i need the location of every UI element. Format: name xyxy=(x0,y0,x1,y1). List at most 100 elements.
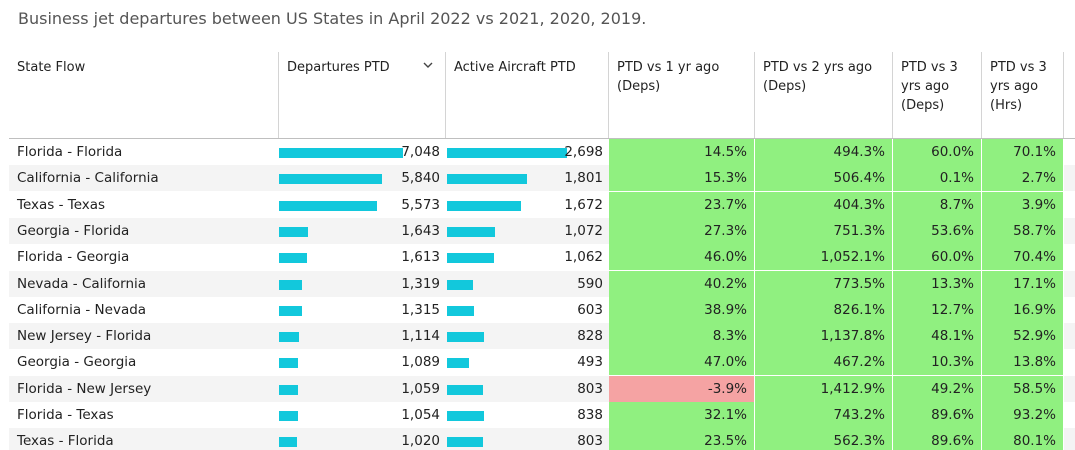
departures-bar xyxy=(279,384,298,395)
active-aircraft-cell: 838 xyxy=(446,402,609,428)
table-row[interactable]: California - Nevada 1,315 603 38.9% 826.1% 12… xyxy=(9,296,1075,323)
departures-value: 7,048 xyxy=(401,144,440,160)
ptd-vs-3yrs-hrs-cell: 80.1% xyxy=(982,428,1064,450)
departures-bar xyxy=(279,226,308,237)
departures-value: 1,089 xyxy=(401,354,440,371)
active-aircraft-cell: 803 xyxy=(446,428,609,450)
header-ptd-vs-1yr[interactable]: PTD vs 1 yr ago (Deps) xyxy=(609,52,755,138)
departures-value: 5,840 xyxy=(401,170,440,187)
active-aircraft-cell: 1,672 xyxy=(446,192,609,218)
ptd-vs-3yrs-deps-cell: 60.0% xyxy=(893,244,982,271)
active-aircraft-value: 838 xyxy=(577,407,603,423)
ptd-vs-3yrs-hrs-cell: 93.2% xyxy=(982,402,1064,428)
active-aircraft-cell: 803 xyxy=(446,376,609,402)
departures-value: 1,054 xyxy=(401,407,440,423)
ptd-vs-1yr-cell: 8.3% xyxy=(609,323,755,350)
table-row[interactable]: Georgia - Florida 1,643 1,072 27.3% 751.3% 53… xyxy=(9,217,1075,244)
ptd-vs-1yr-cell: 38.9% xyxy=(609,296,755,323)
header-departures-label: Departures PTD xyxy=(287,60,390,75)
table-row[interactable]: Nevada - California 1,319 590 40.2% 773.5% 13… xyxy=(9,270,1075,297)
active-aircraft-cell: 828 xyxy=(446,323,609,349)
ptd-vs-3yrs-hrs-cell: 17.1% xyxy=(982,270,1064,297)
table-row[interactable]: Texas - Florida 1,020 803 23.5% 562.3% 89.6% 8… xyxy=(9,428,1075,450)
ptd-vs-2yrs-cell: 562.3% xyxy=(755,428,893,450)
departures-bar xyxy=(279,411,298,421)
ptd-vs-1yr-cell: -3.9% xyxy=(609,375,755,402)
table-row[interactable]: Georgia - Georgia 1,089 493 47.0% 467.2% 10.3… xyxy=(9,349,1075,376)
departures-cell: 1,613 xyxy=(278,244,446,270)
departures-cell: 1,315 xyxy=(278,297,446,323)
state-flow-cell: California - Nevada xyxy=(17,301,147,318)
departures-value: 1,059 xyxy=(401,380,440,397)
active-aircraft-bar xyxy=(447,384,483,395)
ptd-vs-3yrs-hrs-cell: 13.8% xyxy=(982,349,1064,376)
ptd-vs-3yrs-deps-cell: 89.6% xyxy=(893,402,982,428)
ptd-vs-3yrs-deps-cell: 89.6% xyxy=(893,428,982,450)
table-row[interactable]: Florida - New Jersey 1,059 803 -3.9% 1,412.9… xyxy=(9,375,1075,402)
ptd-vs-2yrs-cell: 1,137.8% xyxy=(755,323,893,350)
ptd-vs-1yr-cell: 40.2% xyxy=(609,270,755,297)
ptd-vs-3yrs-hrs-cell: 3.9% xyxy=(982,191,1064,218)
active-aircraft-cell: 493 xyxy=(446,349,609,375)
ptd-vs-3yrs-deps-cell: 53.6% xyxy=(893,217,982,244)
state-flow-cell: Florida - New Jersey xyxy=(17,380,152,397)
departures-value: 1,319 xyxy=(401,275,440,292)
chart-title: Business jet departures between US State… xyxy=(18,9,647,28)
active-aircraft-cell: 2,698 xyxy=(446,139,609,165)
active-aircraft-bar xyxy=(447,358,469,369)
departures-cell: 1,114 xyxy=(278,323,446,349)
departures-bar xyxy=(279,148,403,158)
active-aircraft-bar xyxy=(447,279,474,290)
header-departures[interactable]: Departures PTD xyxy=(278,52,446,138)
departures-value: 1,020 xyxy=(401,433,440,450)
header-ptd-vs-3yrs-deps[interactable]: PTD vs 3 yrs ago (Deps) xyxy=(893,52,982,138)
table-row[interactable]: Florida - Georgia 1,613 1,062 46.0% 1,052.1%… xyxy=(9,244,1075,271)
departures-value: 1,613 xyxy=(401,249,440,266)
state-flow-cell: Nevada - California xyxy=(17,275,147,292)
table-row[interactable]: Florida - Texas 1,054 838 32.1% 743.2% 89.6% 9… xyxy=(9,402,1075,428)
active-aircraft-value: 603 xyxy=(577,301,603,318)
ptd-vs-2yrs-cell: 1,412.9% xyxy=(755,375,893,402)
chevron-down-icon[interactable] xyxy=(421,58,435,72)
header-ptd-vs-3yrs-hrs[interactable]: PTD vs 3 yrs ago (Hrs) xyxy=(982,52,1064,138)
ptd-vs-3yrs-hrs-cell: 16.9% xyxy=(982,296,1064,323)
ptd-vs-3yrs-deps-cell: 49.2% xyxy=(893,375,982,402)
state-flow-cell: Texas - Florida xyxy=(17,433,114,450)
departures-bar xyxy=(279,305,303,316)
state-flow-cell: Georgia - Georgia xyxy=(17,354,137,371)
ptd-vs-2yrs-cell: 826.1% xyxy=(755,296,893,323)
ptd-vs-1yr-cell: 23.7% xyxy=(609,191,755,218)
table-row[interactable]: New Jersey - Florida 1,114 828 8.3% 1,137.8%… xyxy=(9,323,1075,350)
ptd-vs-3yrs-hrs-cell: 52.9% xyxy=(982,323,1064,350)
ptd-vs-2yrs-cell: 743.2% xyxy=(755,402,893,428)
departures-bar xyxy=(279,253,308,264)
active-aircraft-value: 590 xyxy=(577,275,603,292)
state-flow-cell: California - California xyxy=(17,170,159,187)
active-aircraft-value: 1,072 xyxy=(564,222,603,239)
departures-value: 1,315 xyxy=(401,301,440,318)
header-active-aircraft[interactable]: Active Aircraft PTD xyxy=(446,52,609,138)
departures-bar xyxy=(279,358,299,369)
state-flow-cell: Florida - Florida xyxy=(17,144,123,160)
data-table: State Flow Departures PTD Active Aircraf… xyxy=(9,52,1075,450)
departures-bar xyxy=(279,279,303,290)
departures-bar xyxy=(279,437,297,448)
ptd-vs-1yr-cell: 32.1% xyxy=(609,402,755,428)
ptd-vs-3yrs-deps-cell: 12.7% xyxy=(893,296,982,323)
departures-cell: 1,020 xyxy=(278,428,446,450)
ptd-vs-1yr-cell: 47.0% xyxy=(609,349,755,376)
ptd-vs-1yr-cell: 46.0% xyxy=(609,244,755,271)
ptd-vs-2yrs-cell: 404.3% xyxy=(755,191,893,218)
active-aircraft-bar xyxy=(447,305,474,316)
state-flow-cell: Georgia - Florida xyxy=(17,222,130,239)
table-row[interactable]: Florida - Florida 7,048 2,698 14.5% 494.3% 60… xyxy=(9,139,1075,165)
ptd-vs-1yr-cell: 27.3% xyxy=(609,217,755,244)
ptd-vs-3yrs-deps-cell: 10.3% xyxy=(893,349,982,376)
ptd-vs-1yr-cell: 23.5% xyxy=(609,428,755,450)
active-aircraft-value: 1,801 xyxy=(564,170,603,187)
table-row[interactable]: California - California 5,840 1,801 15.3% 50… xyxy=(9,165,1075,192)
header-state-flow[interactable]: State Flow xyxy=(17,60,86,75)
header-ptd-vs-2yrs[interactable]: PTD vs 2 yrs ago (Deps) xyxy=(755,52,893,138)
table-row[interactable]: Texas - Texas 5,573 1,672 23.7% 404.3% 8.7% 3.… xyxy=(9,191,1075,218)
ptd-vs-3yrs-hrs-cell: 58.5% xyxy=(982,375,1064,402)
